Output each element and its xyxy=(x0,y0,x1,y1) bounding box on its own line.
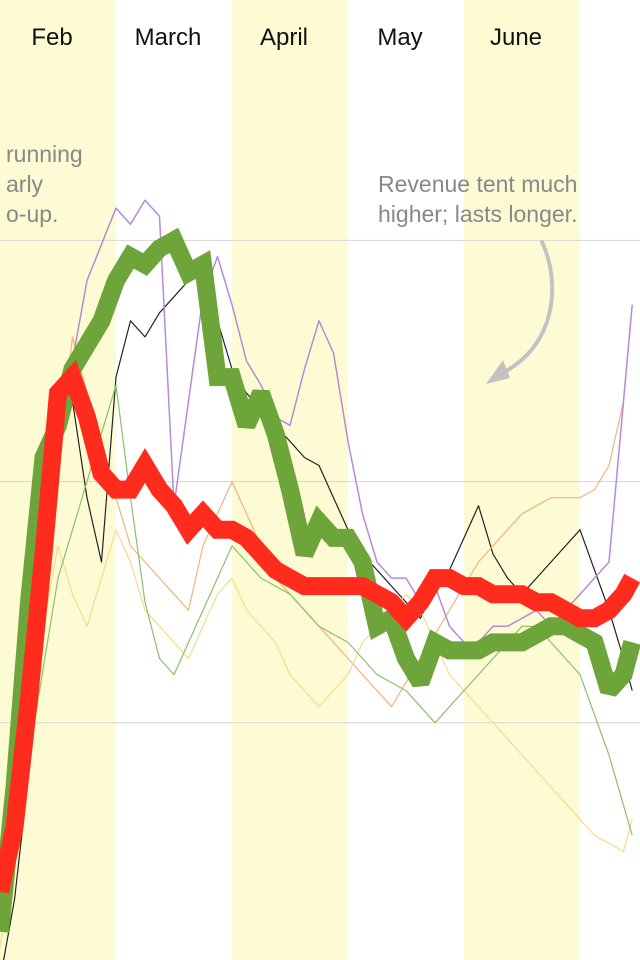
annotation-right-line-2: higher; lasts longer. xyxy=(378,201,577,227)
series-line-7 xyxy=(0,384,633,900)
month-label-march: March xyxy=(135,24,202,51)
series-line-4 xyxy=(3,263,633,960)
series-line-2 xyxy=(0,359,640,894)
annotation-left-line-3: o-up. xyxy=(6,201,58,227)
series-line-6 xyxy=(0,529,633,948)
series-lines xyxy=(0,199,640,960)
annotations: running arly o-up. Revenue tent much hig… xyxy=(6,141,577,384)
month-band-june xyxy=(464,0,580,960)
month-label-april: April xyxy=(260,24,308,51)
series-line-3 xyxy=(0,199,633,884)
month-label-june: June xyxy=(490,24,542,51)
month-label-feb: Feb xyxy=(31,24,72,51)
annotation-right-line-1: Revenue tent much xyxy=(378,171,577,197)
series-line-1 xyxy=(0,227,640,933)
annotation-arrowhead-icon xyxy=(486,360,510,384)
annotation-left-line-1: running xyxy=(6,141,83,167)
annotation-arrow-icon xyxy=(490,240,555,380)
annotation-left-line-2: arly xyxy=(6,171,44,197)
month-labels: Feb March April May June xyxy=(31,24,542,51)
month-label-may: May xyxy=(377,24,422,51)
